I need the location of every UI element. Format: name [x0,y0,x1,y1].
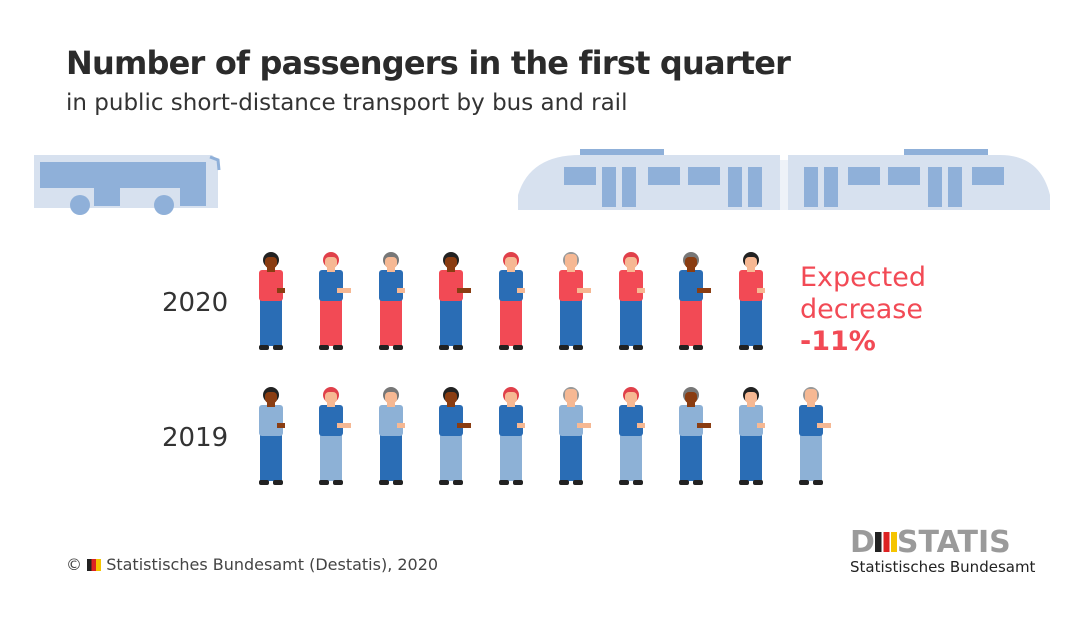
footer-source: © Statistisches Bundesamt (Destatis), 20… [66,555,438,574]
person-icon-2020-8 [679,252,711,350]
person-icon-2020-2 [319,252,351,350]
annotation-line1: Expected [800,262,926,293]
person-icon-2020-3 [379,252,405,350]
person-icon-2020-4 [439,252,471,350]
decrease-annotation: Expected decrease -11% [800,262,926,358]
annotation-value: -11% [800,326,876,357]
person-icon-2019-1 [259,387,285,485]
train-icon [518,149,1050,210]
person-icon-2019-6 [559,387,591,485]
person-icon-2019-4 [439,387,471,485]
person-icon-2020-6 [559,252,591,350]
person-icon-2019-10 [799,387,831,485]
destatis-logo: D STATIS Statistisches Bundesamt [850,525,1035,576]
person-icon-2020-9 [739,252,765,350]
bus-icon [34,155,221,215]
chart-title: Number of passengers in the first quarte… [66,44,791,82]
logo-wordmark: D STATIS [850,525,1011,560]
footer-text: Statistisches Bundesamt (Destatis), 2020 [106,555,439,574]
year-label-2020: 2020 [162,288,229,318]
person-icon-2019-8 [679,387,711,485]
person-icon-2020-7 [619,252,645,350]
logo-subtitle: Statistisches Bundesamt [850,558,1036,576]
person-icon-2019-9 [739,387,765,485]
copyright-symbol: © [66,555,82,574]
annotation-line2: decrease [800,294,923,325]
person-icon-2019-7 [619,387,645,485]
person-icon-2020-1 [259,252,285,350]
person-icon-2019-3 [379,387,405,485]
chart-subtitle: in public short-distance transport by bu… [66,90,628,116]
person-icon-2020-5 [499,252,525,350]
year-label-2019: 2019 [162,423,229,453]
person-icon-2019-5 [499,387,525,485]
flag-icon [87,559,102,571]
person-icon-2019-2 [319,387,351,485]
